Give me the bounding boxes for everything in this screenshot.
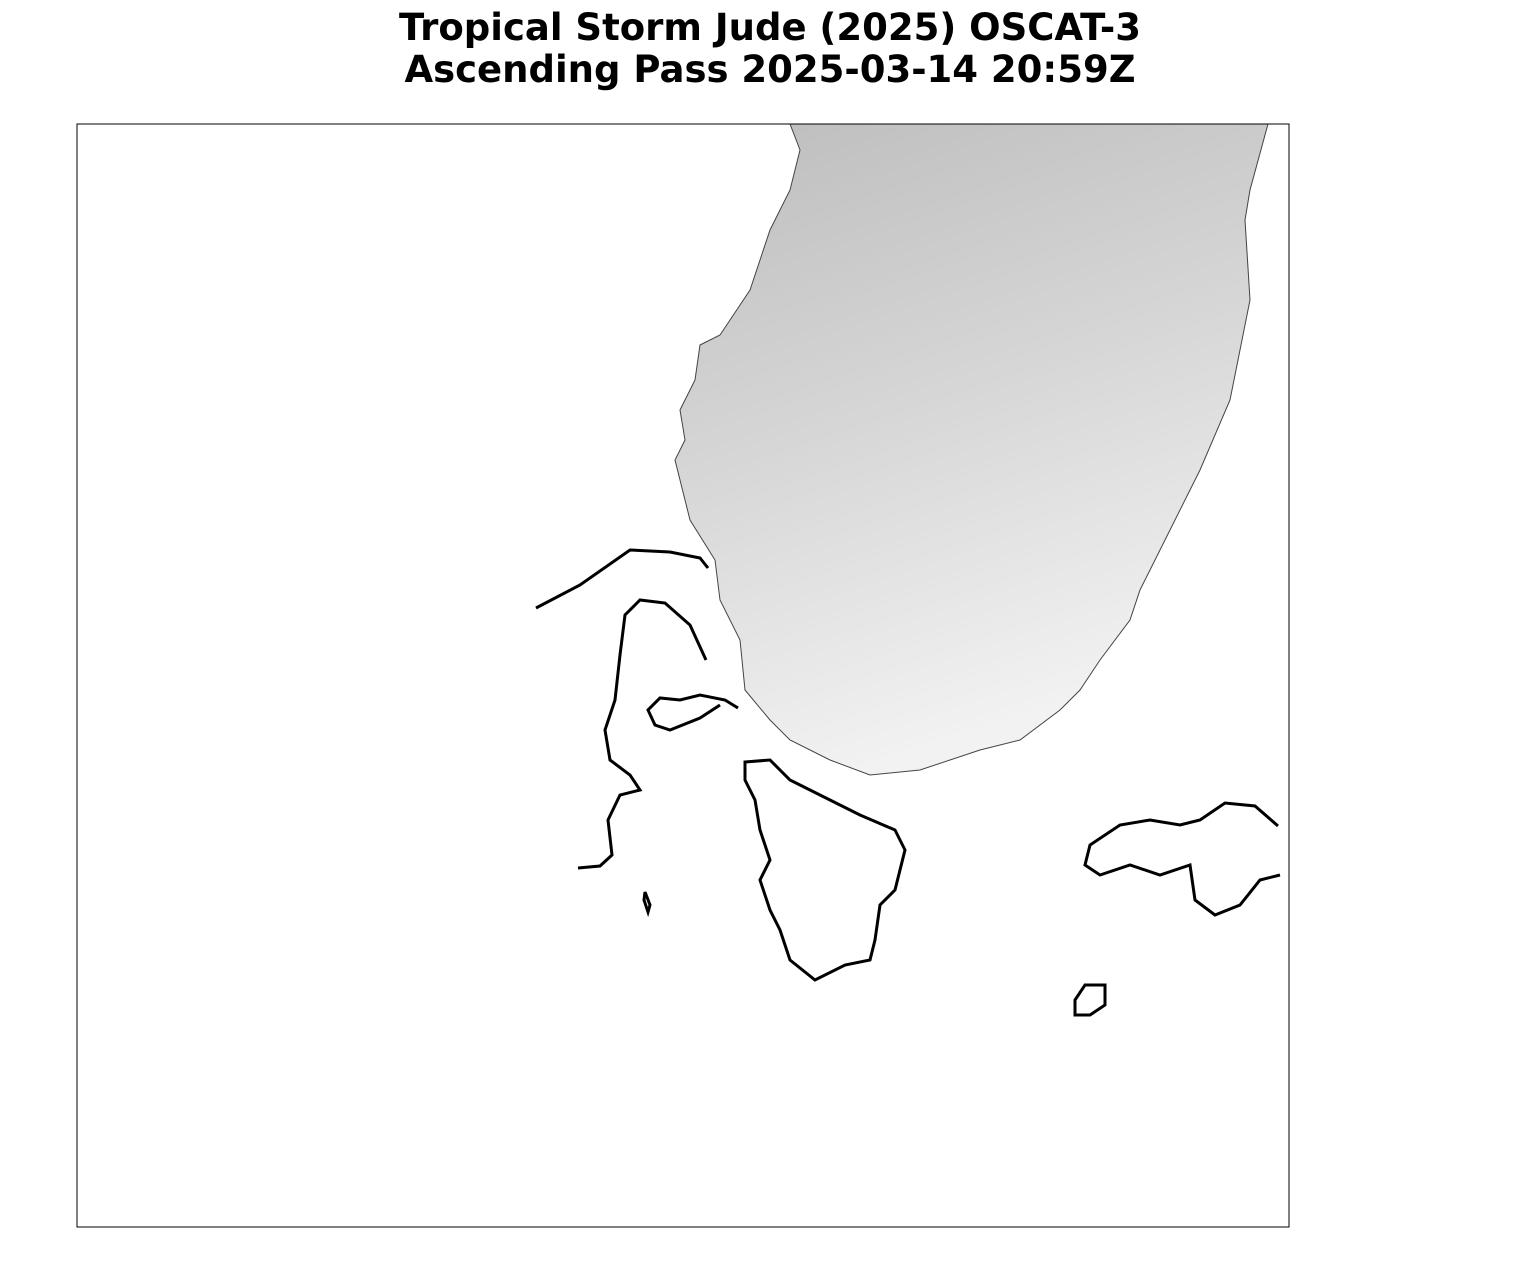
contour-line xyxy=(642,891,652,918)
contour-line xyxy=(1073,983,1107,1017)
contour-line xyxy=(577,598,708,870)
contour-line xyxy=(646,693,739,732)
contour-line xyxy=(535,548,710,610)
contour-line xyxy=(1083,801,1281,917)
land xyxy=(674,124,1269,776)
contour-line xyxy=(743,758,907,982)
map-area xyxy=(535,124,1281,1017)
title-line: Ascending Pass 2025-03-14 20:59Z xyxy=(404,48,1135,91)
title-line: Tropical Storm Jude (2025) OSCAT-3 xyxy=(399,6,1141,49)
contours xyxy=(535,548,1281,1017)
map-frame xyxy=(76,123,1290,1228)
